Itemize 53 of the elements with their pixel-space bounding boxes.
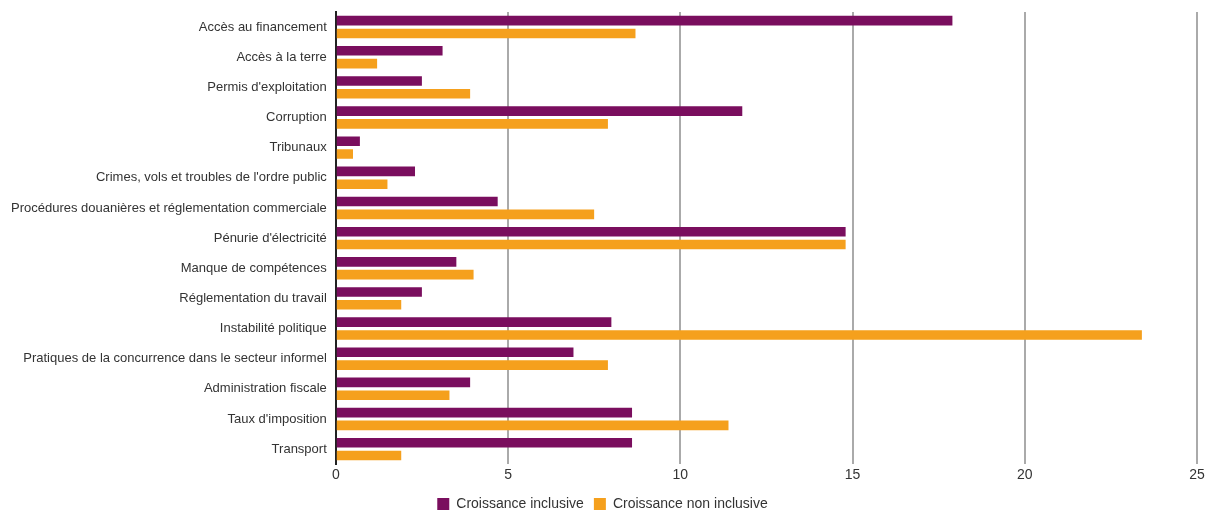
y-tick-label: Instabilité politique (219, 320, 327, 336)
bar (336, 15, 953, 26)
y-tick-label: Pénurie d'électricité (213, 229, 327, 245)
y-tick-label: Pratiques de la concurrence dans le secteur informel (23, 350, 327, 366)
y-tick-label: Corruption (266, 109, 327, 125)
x-tick-label: 20 (1016, 466, 1033, 483)
bar (336, 450, 402, 461)
x-tick-label: 5 (504, 466, 513, 483)
bar (336, 420, 729, 431)
bar (336, 46, 443, 56)
bar (336, 300, 402, 310)
bar (336, 317, 612, 327)
y-tick-label: Transport (271, 440, 328, 456)
bar (336, 88, 471, 99)
bar (336, 347, 574, 358)
bar (336, 119, 608, 129)
bar (336, 437, 633, 448)
bar (336, 269, 474, 280)
bar (336, 360, 608, 370)
legend-label: Croissance inclusive (456, 494, 585, 511)
bar (336, 196, 498, 207)
bar (336, 106, 743, 116)
x-tick-label: 10 (672, 466, 689, 483)
bar (336, 76, 422, 86)
bar (336, 226, 846, 237)
bar (336, 28, 636, 39)
y-tick-label: Accès au financement (198, 18, 328, 34)
y-tick-label: Accès à la terre (236, 48, 327, 64)
y-tick-label: Manque de compétences (180, 259, 328, 275)
y-tick-label: Procédures douanières et réglementation commerciale (11, 199, 327, 215)
bar (336, 377, 471, 388)
bar (336, 287, 422, 297)
bar (336, 179, 388, 190)
y-tick-label: Tribunaux (269, 139, 328, 155)
y-tick-label: Permis d'exploitation (207, 78, 327, 94)
bar (336, 149, 353, 159)
bar (336, 239, 846, 250)
bar (336, 257, 457, 267)
bar (336, 209, 595, 220)
x-tick-label: 15 (844, 466, 861, 483)
x-tick-label: 0 (331, 466, 340, 483)
bar (336, 58, 378, 69)
y-tick-label: Taux d'imposition (227, 410, 327, 426)
bar (336, 330, 1142, 340)
bar (336, 136, 360, 147)
bar (336, 407, 633, 418)
x-tick-label: 25 (1189, 466, 1205, 483)
legend-label: Croissance non inclusive (612, 494, 768, 511)
bar (336, 390, 450, 401)
bar (336, 166, 416, 177)
y-tick-label: Crimes, vols et troubles de l'ordre public (95, 169, 328, 185)
y-tick-label: Réglementation du travail (179, 289, 327, 305)
y-tick-label: Administration fiscale (203, 380, 327, 396)
